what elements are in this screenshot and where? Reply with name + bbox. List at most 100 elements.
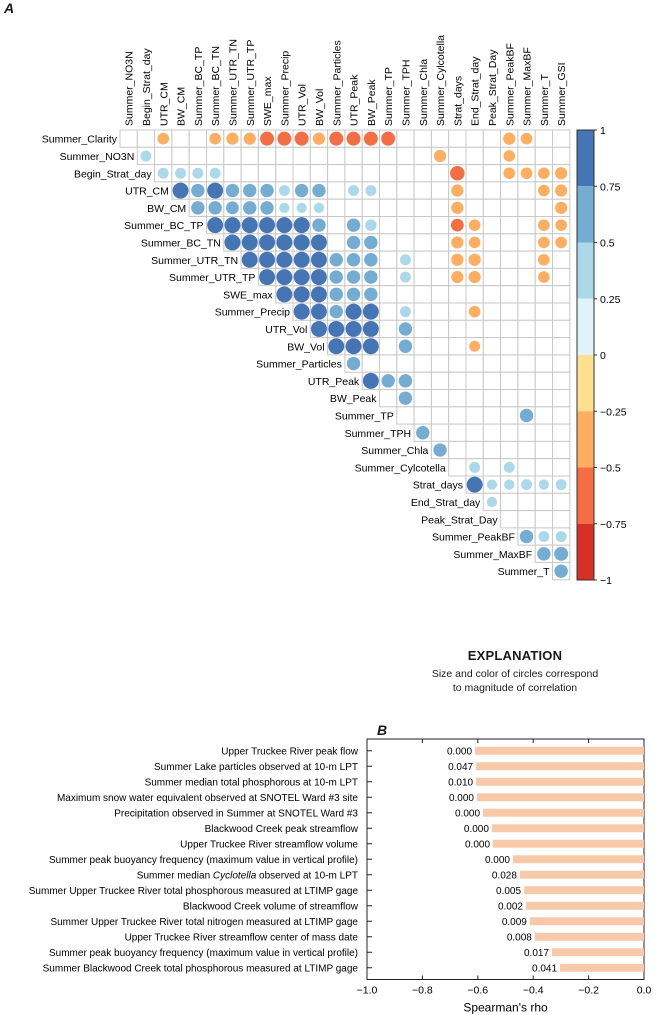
matrix-cell	[482, 458, 502, 477]
correlation-circle	[538, 167, 550, 180]
matrix-cell	[500, 492, 519, 512]
correlation-circle	[293, 251, 310, 268]
matrix-cell	[292, 164, 311, 183]
matrix-cell	[413, 181, 432, 200]
x-tick-label: −0.8	[412, 985, 433, 997]
correlation-circle	[365, 185, 377, 197]
matrix-cell	[552, 337, 571, 356]
matrix-cell	[552, 510, 571, 529]
matrix-cell	[482, 216, 502, 235]
matrix-cell	[500, 181, 519, 200]
bar	[529, 917, 644, 926]
matrix-cell	[413, 129, 432, 148]
bar	[524, 886, 644, 895]
matrix-cell	[413, 233, 432, 252]
matrix-cell	[379, 389, 398, 408]
correlation-circle	[191, 201, 205, 215]
correlation-circle	[312, 132, 326, 145]
colorbar-tick-label: 0.75	[600, 181, 621, 193]
matrix-cell	[500, 337, 519, 356]
bar	[493, 839, 644, 848]
matrix-cell	[344, 164, 363, 183]
correlation-circle	[451, 201, 464, 214]
row-label: Summer_BC_TP	[124, 220, 203, 232]
matrix-cell	[430, 198, 450, 217]
matrix-cell	[448, 337, 467, 356]
bar-category-label: Summer Upper Truckee River total phospho…	[29, 886, 359, 897]
matrix-cell	[534, 129, 554, 148]
matrix-cell	[482, 198, 502, 217]
correlation-circle	[503, 167, 516, 180]
matrix-cell	[552, 354, 571, 373]
matrix-cell	[482, 250, 502, 269]
explanation-title: EXPLANATION	[467, 648, 563, 663]
matrix-cell	[500, 250, 519, 269]
bar-pvalue-label: 0.010	[448, 777, 473, 788]
colorbar-bin	[577, 298, 594, 355]
matrix-cell	[517, 319, 536, 339]
correlation-circle	[329, 304, 343, 319]
row-label: Summer_PeakBF	[432, 532, 515, 544]
correlation-circle	[555, 236, 567, 249]
matrix-cell	[430, 216, 450, 235]
correlation-circle	[191, 183, 205, 198]
row-label: Summer_MaxBF	[453, 549, 532, 561]
matrix-cell	[465, 319, 484, 339]
correlation-circle	[363, 131, 378, 146]
matrix-cell	[396, 285, 415, 304]
matrix-cell	[482, 440, 502, 460]
correlation-circle	[468, 219, 481, 231]
correlation-circle	[433, 443, 447, 457]
matrix-cell	[379, 233, 398, 252]
bar	[483, 808, 644, 817]
matrix-cell	[379, 181, 398, 200]
correlation-circle	[175, 167, 187, 179]
row-label: Summer_BC_TN	[141, 237, 221, 249]
matrix-cell	[240, 164, 259, 183]
matrix-cell	[465, 146, 484, 166]
colorbar-bin	[577, 186, 594, 243]
matrix-cell	[430, 164, 450, 183]
correlation-circle	[469, 340, 481, 352]
matrix-cell	[171, 129, 190, 148]
matrix-cell	[534, 198, 554, 217]
correlation-circle	[538, 236, 550, 249]
colorbar-tick-label: 1	[600, 125, 606, 137]
matrix-cell	[361, 354, 381, 373]
row-label: Begin_Strat_day	[74, 168, 152, 180]
matrix-cell	[257, 146, 277, 166]
matrix-cell	[413, 302, 432, 321]
correlation-circle	[468, 305, 481, 318]
correlation-circle	[346, 235, 361, 250]
correlation-circle	[538, 531, 550, 543]
correlation-circle	[310, 234, 327, 251]
matrix-cell	[482, 129, 502, 148]
column-label: Summer_Particles	[331, 40, 343, 126]
bar-category-labels: Upper Truckee River peak flow Summer Lake…	[29, 746, 359, 974]
matrix-cell	[188, 146, 207, 166]
matrix-cell	[379, 319, 398, 339]
bar	[560, 963, 644, 972]
matrix-cell	[379, 164, 398, 183]
bar-pvalue-label: 0.008	[507, 932, 532, 943]
matrix-cell	[482, 146, 502, 166]
correlation-circle	[451, 236, 464, 249]
matrix-cell	[500, 510, 519, 529]
matrix-cell	[500, 354, 519, 373]
correlation-circle	[364, 253, 378, 267]
matrix-cell	[482, 267, 502, 287]
bar-category-label: Summer Upper Truckee River total nitroge…	[50, 917, 358, 928]
correlation-circle	[451, 270, 464, 284]
correlation-circle	[520, 167, 533, 180]
correlation-circle	[243, 201, 257, 215]
matrix-cell	[482, 164, 502, 183]
correlation-circle	[243, 183, 257, 198]
matrix-cell	[275, 146, 294, 166]
colorbar-bin	[577, 130, 594, 187]
correlation-circle	[346, 253, 361, 267]
correlation-circle	[398, 322, 413, 336]
matrix-cell	[292, 146, 311, 166]
row-label: BW_Peak	[330, 393, 377, 405]
correlation-circle	[294, 183, 309, 198]
matrix-cell	[448, 458, 467, 477]
